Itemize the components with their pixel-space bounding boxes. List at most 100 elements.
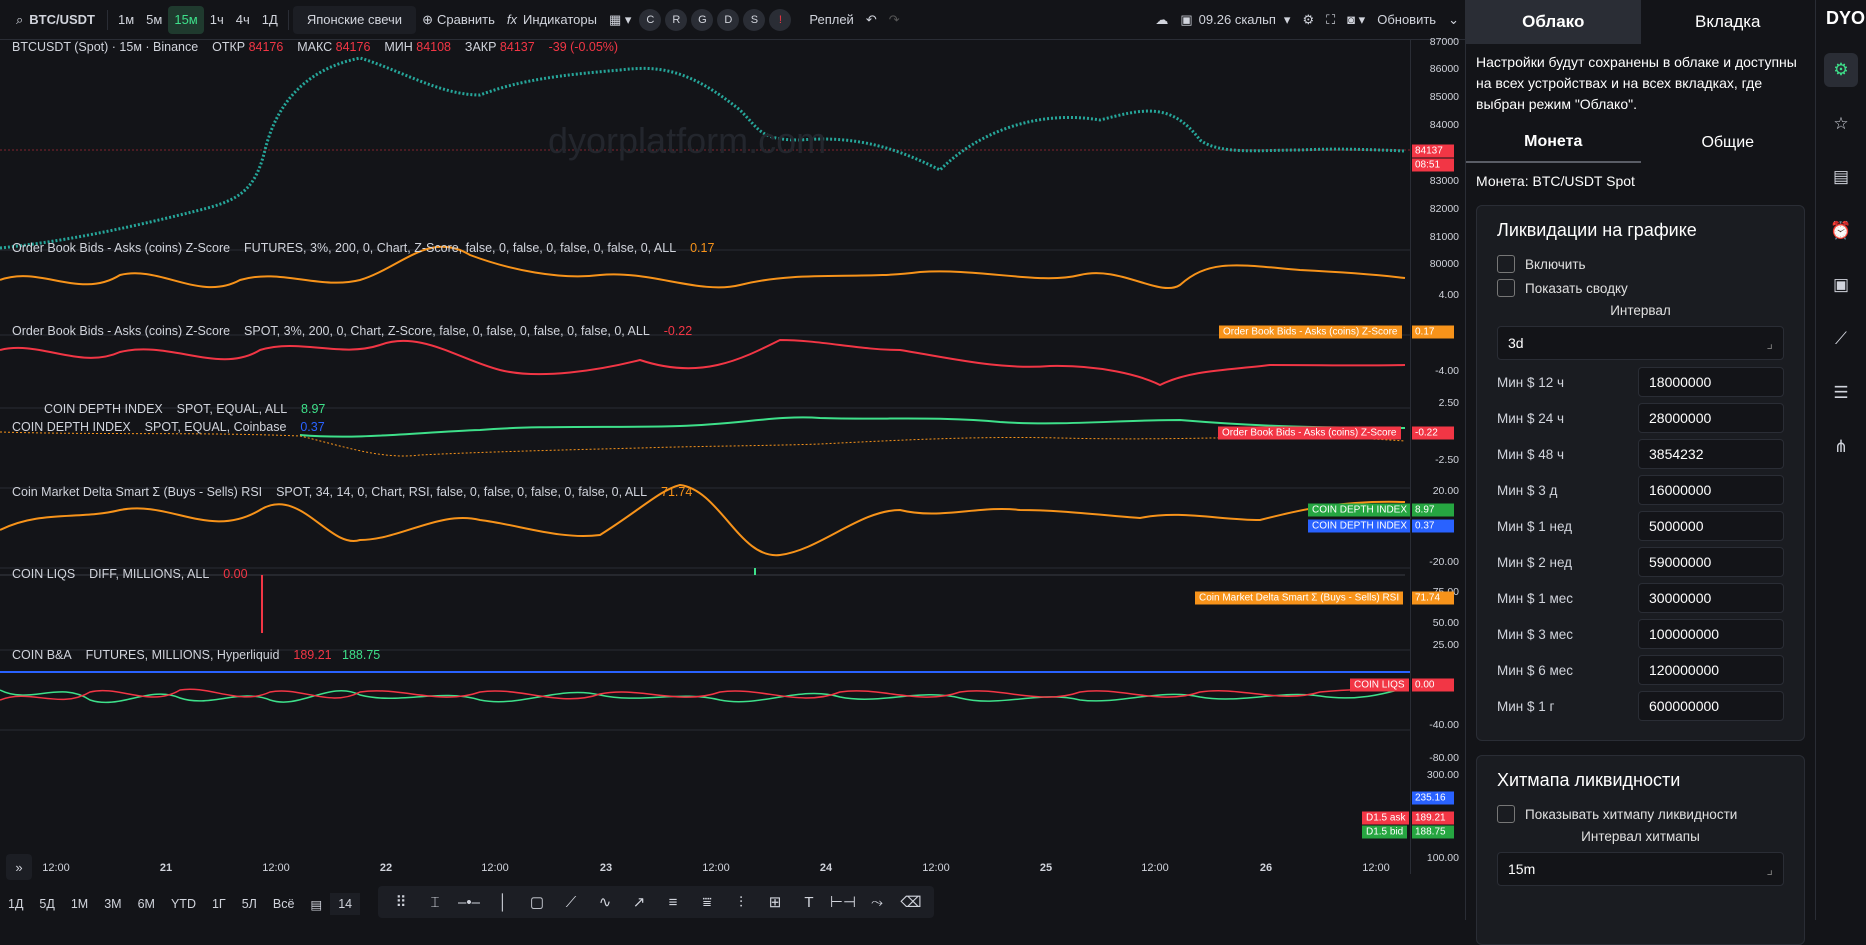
value-tag: 0.00	[1412, 678, 1454, 692]
tool-horizontal-ray[interactable]: –•–	[452, 888, 486, 916]
timeframe-1h[interactable]: 1ч	[209, 12, 224, 27]
tool-trend-line[interactable]: ⟋	[554, 888, 588, 916]
letter-d-button[interactable]: D	[717, 8, 740, 31]
layout-grid-button[interactable]: ▦ ▾	[603, 6, 637, 34]
price-axis[interactable]: 87000 86000 85000 84000 83000 82000 8100…	[1410, 36, 1465, 874]
letter-c-button[interactable]: C	[639, 8, 662, 31]
pane-legend[interactable]: COIN LIQS DIFF, MILLIONS, ALL 0.00	[12, 567, 248, 581]
pane-legend[interactable]: Order Book Bids - Asks (coins) Z-Score S…	[12, 324, 692, 338]
axis-label: 83000	[1429, 175, 1459, 187]
subtab-common[interactable]: Общие	[1701, 134, 1755, 151]
collapse-panes-button[interactable]: »	[6, 854, 32, 880]
min-input[interactable]: 30000000	[1638, 583, 1784, 613]
min-input[interactable]: 600000000	[1638, 691, 1784, 721]
tool-fib[interactable]: ⫶	[724, 888, 758, 916]
tool-text[interactable]: T	[792, 888, 826, 916]
range-1d[interactable]: 1Д	[8, 897, 24, 911]
range-1y[interactable]: 1Г	[211, 897, 226, 911]
divider	[287, 9, 289, 30]
tab-cloud[interactable]: Облако	[1466, 0, 1641, 44]
symbol-search-button[interactable]: ⌕ BTC/USDT	[8, 6, 103, 34]
alerts-icon-button[interactable]: ⏰	[1824, 214, 1858, 248]
settings-icon-button[interactable]: ⚙	[1824, 53, 1858, 87]
min-input[interactable]: 120000000	[1638, 655, 1784, 685]
pane-title: COIN LIQS	[12, 567, 76, 581]
calendar-icon-button[interactable]: ▣	[1824, 268, 1858, 302]
range-5y[interactable]: 5Л	[241, 897, 257, 911]
letter-g-button[interactable]: G	[691, 8, 714, 31]
tool-ray[interactable]: ↗	[622, 888, 656, 916]
alert-exclaim-button[interactable]: !	[769, 8, 792, 31]
min-input[interactable]: 28000000	[1638, 403, 1784, 433]
notes-icon-button[interactable]: ▤	[1824, 160, 1858, 194]
range-6m[interactable]: 6М	[137, 897, 155, 911]
chart-type-button[interactable]: Японские свечи	[292, 5, 417, 34]
tool-channel[interactable]: ≡	[656, 888, 690, 916]
fullscreen-button[interactable]: ⛶	[1320, 6, 1341, 34]
time-axis[interactable]: 12:00 21 12:00 22 12:00 23 12:00 24 12:0…	[0, 862, 1410, 884]
tool-vertical-label[interactable]: ⌶	[418, 888, 452, 916]
enable-checkbox[interactable]: Включить	[1497, 255, 1784, 273]
font-size-value[interactable]: 14	[330, 893, 361, 915]
tool-parallel[interactable]: ⩸	[690, 888, 724, 916]
indicators-button[interactable]: fx Индикаторы	[501, 6, 603, 34]
cloud-button[interactable]: ☁	[1149, 6, 1174, 34]
min-input[interactable]: 18000000	[1638, 367, 1784, 397]
subtab-coin[interactable]: Монета	[1466, 123, 1641, 163]
timeframe-1m[interactable]: 1м	[118, 12, 135, 27]
range-3m[interactable]: 3М	[104, 897, 122, 911]
letter-r-button[interactable]: R	[665, 8, 688, 31]
favorites-icon-button[interactable]: ☆	[1824, 107, 1858, 141]
tool-rectangle[interactable]: ▢	[520, 888, 554, 916]
range-ytd[interactable]: YTD	[170, 897, 196, 911]
calendar-button[interactable]: ▤	[302, 897, 330, 912]
undo-button[interactable]: ↶	[860, 6, 883, 34]
pane-legend[interactable]: Coin Market Delta Smart Σ (Buys - Sells)…	[12, 485, 692, 499]
redo-button[interactable]: ↷	[883, 6, 906, 34]
min-input[interactable]: 3854232	[1638, 439, 1784, 469]
tool-vertical-line[interactable]: │	[486, 888, 520, 916]
timeframe-15m[interactable]: 15м	[168, 5, 204, 34]
checkbox-box[interactable]	[1497, 805, 1515, 823]
settings-button[interactable]: ⚙	[1296, 6, 1320, 34]
replay-button[interactable]: Реплей	[809, 12, 854, 27]
range-all[interactable]: Всё	[272, 897, 295, 911]
tool-eraser[interactable]: ⌫	[894, 888, 928, 916]
tool-path[interactable]: ⤳	[860, 888, 894, 916]
tool-measure[interactable]: ⊢⊣	[826, 888, 860, 916]
tool-grid[interactable]: ⊞	[758, 888, 792, 916]
tab-tab[interactable]: Вкладка	[1694, 12, 1761, 31]
collapse-button[interactable]: ⌄	[1442, 6, 1465, 34]
heatmap-checkbox[interactable]: Показывать хитмапу ликвидности	[1497, 805, 1784, 823]
chart-area[interactable]: dyorplatform.com BTCUSDT (Spot) · 15м · …	[0, 40, 1412, 880]
timeframe-5m[interactable]: 5м	[146, 12, 163, 27]
pane-legend[interactable]: COIN DEPTH INDEX SPOT, EQUAL, ALL 8.97	[44, 402, 325, 416]
min-input[interactable]: 5000000	[1638, 511, 1784, 541]
layout-select[interactable]: ▣ 09.26 скальп ▾	[1174, 6, 1296, 34]
tool-brush[interactable]: ∿	[588, 888, 622, 916]
list-icon-button[interactable]: ☰	[1824, 376, 1858, 410]
chart-icon-button[interactable]: ⟋	[1824, 322, 1858, 356]
checkbox-box[interactable]	[1497, 255, 1515, 273]
range-1m[interactable]: 1М	[70, 897, 89, 911]
pane-legend[interactable]: COIN B&A FUTURES, MILLIONS, Hyperliquid …	[12, 648, 380, 662]
range-5d[interactable]: 5Д	[39, 897, 55, 911]
checkbox-box[interactable]	[1497, 279, 1515, 297]
timeframe-1d[interactable]: 1Д	[261, 12, 278, 27]
interval-select[interactable]: 3d ⌟	[1497, 326, 1784, 360]
min-input[interactable]: 59000000	[1638, 547, 1784, 577]
min-input[interactable]: 16000000	[1638, 475, 1784, 505]
summary-checkbox[interactable]: Показать сводку	[1497, 279, 1784, 297]
horizontal-ray-icon: –•–	[458, 893, 480, 911]
heatmap-interval-select[interactable]: 15m ⌟	[1497, 852, 1784, 886]
drag-handle[interactable]: ⠿	[384, 888, 418, 916]
min-input[interactable]: 100000000	[1638, 619, 1784, 649]
compare-button[interactable]: ⊕ Сравнить	[416, 6, 501, 34]
share-icon-button[interactable]: ⋔	[1824, 430, 1858, 464]
screenshot-button[interactable]: ◙ ▾	[1341, 6, 1371, 34]
pane-legend[interactable]: Order Book Bids - Asks (coins) Z-Score F…	[12, 241, 714, 255]
letter-s-button[interactable]: S	[743, 8, 766, 31]
pane-legend[interactable]: COIN DEPTH INDEX SPOT, EQUAL, Coinbase 0…	[12, 420, 325, 434]
update-button[interactable]: Обновить	[1377, 12, 1437, 27]
timeframe-4h[interactable]: 4ч	[235, 12, 250, 27]
